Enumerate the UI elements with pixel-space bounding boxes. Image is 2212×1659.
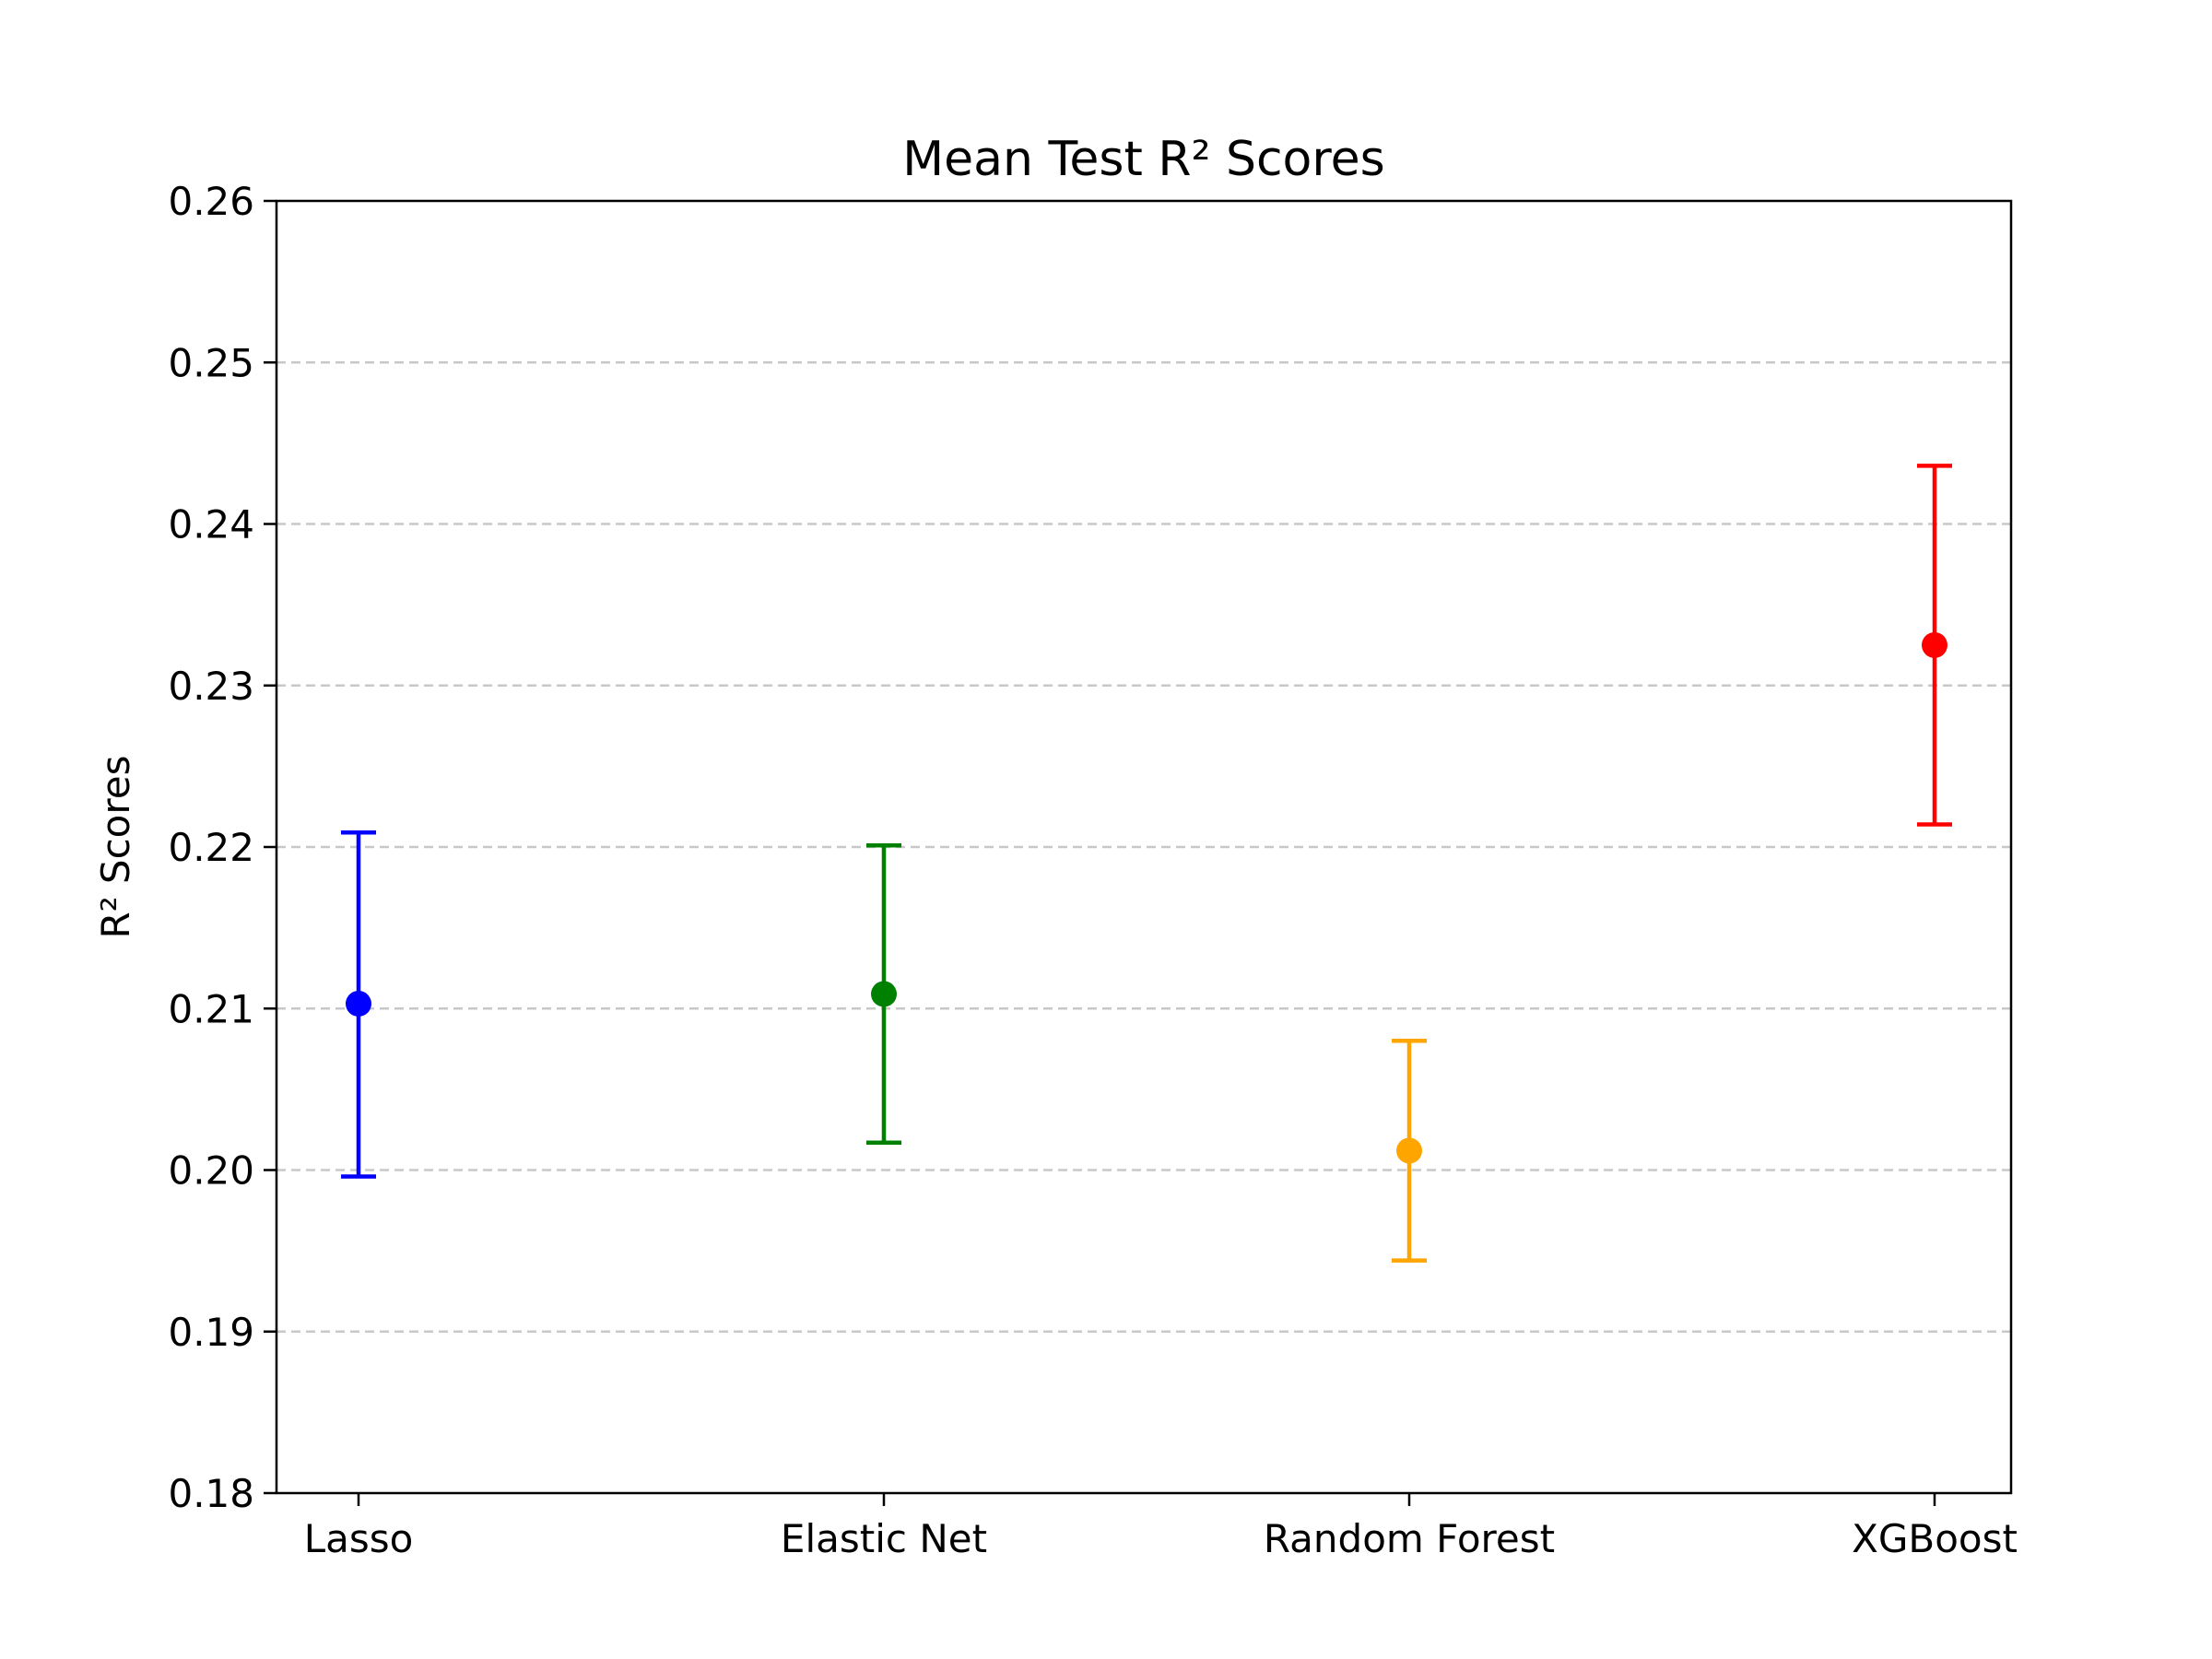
data-point bbox=[346, 990, 371, 1017]
y-axis-label: R² Scores bbox=[93, 756, 138, 939]
x-tick-label: Lasso bbox=[304, 1516, 414, 1561]
y-tick-label: 0.20 bbox=[168, 1148, 254, 1194]
y-tick-label: 0.18 bbox=[168, 1471, 254, 1516]
y-tick-label: 0.22 bbox=[168, 825, 254, 870]
x-tick-label: Elastic Net bbox=[781, 1516, 987, 1561]
data-point-group bbox=[1392, 1039, 1427, 1263]
marks-layer bbox=[341, 464, 1952, 1263]
x-tick-label: XGBoost bbox=[1852, 1516, 2018, 1561]
y-tick-label: 0.21 bbox=[168, 986, 254, 1031]
chart-title: Mean Test R² Scores bbox=[902, 132, 1384, 187]
y-tick-label: 0.24 bbox=[168, 502, 254, 547]
ticks-layer: 0.18 0.19 0.20 0.21 0.22 0.23 0.24 0.25 0.26 Lass… bbox=[168, 179, 2017, 1561]
data-point bbox=[1396, 1137, 1422, 1164]
y-tick-label: 0.19 bbox=[168, 1310, 254, 1355]
data-point bbox=[871, 981, 897, 1007]
grid-layer bbox=[276, 361, 2011, 1333]
data-point bbox=[1922, 631, 1947, 658]
y-tick-label: 0.23 bbox=[168, 664, 254, 709]
data-point-group bbox=[341, 830, 376, 1179]
x-tick-label: Random Forest bbox=[1264, 1516, 1555, 1561]
data-point-group bbox=[866, 842, 901, 1145]
y-tick-label: 0.25 bbox=[168, 340, 254, 385]
y-tick-label: 0.26 bbox=[168, 179, 254, 224]
data-point-group bbox=[1917, 464, 1952, 827]
